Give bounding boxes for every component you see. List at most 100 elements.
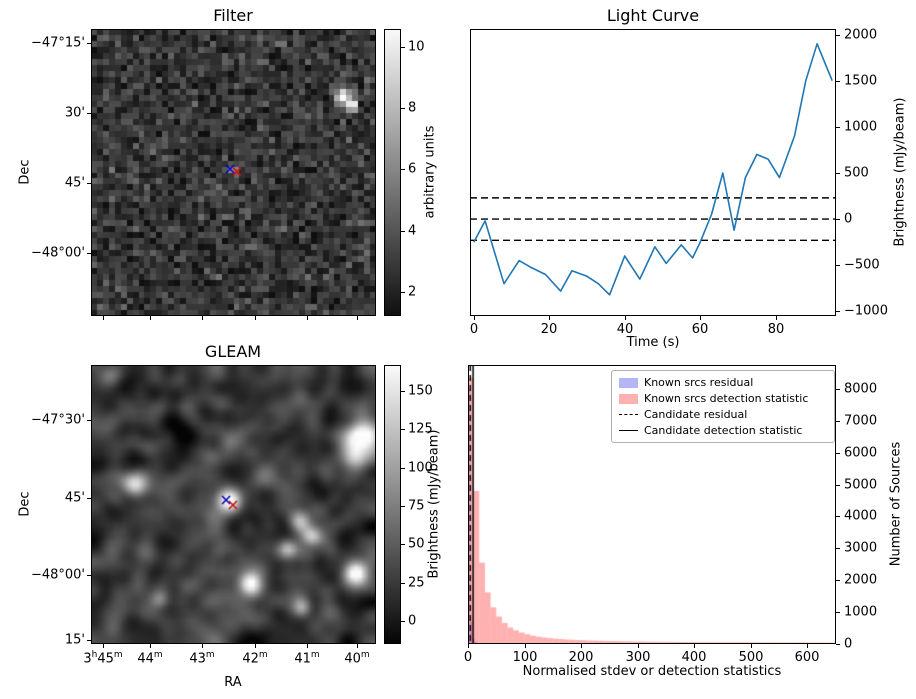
tick-label: 80 (767, 322, 785, 337)
tick-label: 2000 (844, 27, 878, 43)
gleam-colorbar (384, 365, 401, 644)
tick-label: 45' (64, 175, 85, 191)
tick-mark (150, 316, 151, 320)
tick-mark (468, 644, 469, 648)
legend-entry: Candidate residual (619, 408, 827, 421)
tick-mark (87, 183, 91, 184)
tick-label: 7000 (844, 413, 878, 429)
tick-label: 0 (463, 650, 473, 665)
tick-mark (307, 316, 308, 320)
legend-entry: Known srcs residual (619, 376, 827, 389)
tick-label: −1000 (844, 303, 888, 319)
tick-mark (836, 612, 840, 613)
tick-mark (202, 316, 203, 320)
tick-label: 100 (512, 650, 538, 665)
tick-label: 0 (844, 211, 853, 227)
tick-mark (401, 583, 405, 584)
legend-label: Known srcs detection statistic (644, 392, 809, 405)
tick-label: 1000 (844, 604, 878, 620)
tick-mark (87, 640, 91, 641)
tick-mark (401, 621, 405, 622)
tick-mark (357, 316, 358, 320)
tick-mark (401, 468, 405, 469)
tick-label: 1000 (844, 119, 878, 135)
tick-mark (474, 316, 475, 320)
tick-mark (638, 644, 639, 648)
patch-swatch (619, 393, 638, 404)
tick-mark (836, 421, 840, 422)
tick-label: 40 (616, 322, 634, 337)
tick-mark (836, 453, 840, 454)
tick-mark (401, 292, 405, 293)
tick-label: 3h45m (83, 650, 123, 667)
tick-mark (401, 47, 405, 48)
tick-label: 0 (844, 636, 853, 652)
tick-label: 8000 (844, 381, 878, 397)
tick-mark (401, 429, 405, 430)
tick-mark (581, 644, 582, 648)
tick-label: 2000 (844, 572, 878, 588)
tick-mark (836, 516, 840, 517)
tick-mark (836, 580, 840, 581)
tick-mark (836, 127, 840, 128)
tick-mark (836, 644, 840, 645)
tick-label: 20 (540, 322, 558, 337)
tick-label: 44m (137, 650, 163, 667)
tick-mark (150, 644, 151, 648)
tick-label: 40m (344, 650, 370, 667)
tick-label: 75 (408, 498, 425, 514)
tick-label: 500 (844, 165, 869, 181)
filter-colorbar (384, 29, 401, 316)
tick-label: 41m (294, 650, 320, 667)
tick-label: 0 (408, 613, 417, 629)
tick-label: 25 (408, 575, 425, 591)
tick-mark (307, 644, 308, 648)
tick-label: 150 (408, 383, 433, 399)
tick-mark (836, 81, 840, 82)
tick-label: −48°00' (30, 245, 85, 261)
tick-mark (836, 311, 840, 312)
tick-mark (807, 644, 808, 648)
tick-mark (549, 316, 550, 320)
tick-label: 10 (408, 39, 425, 55)
tick-mark (255, 316, 256, 320)
tick-label: 4000 (844, 508, 878, 524)
tick-label: −47°15' (30, 35, 85, 51)
tick-label: 60 (691, 322, 709, 337)
tick-label: 2 (408, 284, 417, 300)
tick-mark (836, 389, 840, 390)
tick-mark (836, 548, 840, 549)
filter-colorbar-label: arbitrary units (422, 125, 438, 219)
tick-label: 5000 (844, 477, 878, 493)
tick-mark (836, 265, 840, 266)
histogram-sources-axis-label: Number of Sources (888, 441, 904, 567)
tick-mark (836, 485, 840, 486)
tick-mark (401, 231, 405, 232)
gleam-title: GLEAM (204, 342, 262, 361)
tick-mark (401, 169, 405, 170)
filter-title: Filter (213, 6, 253, 25)
tick-label: 45' (64, 490, 85, 506)
dashed-line-swatch (619, 414, 638, 415)
tick-label: 600 (794, 650, 820, 665)
tick-label: −48°00' (30, 567, 85, 583)
tick-label: 6000 (844, 445, 878, 461)
tick-label: 4 (408, 223, 417, 239)
tick-mark (87, 498, 91, 499)
lightcurve-time-axis-label: Time (s) (626, 335, 680, 350)
tick-mark (625, 316, 626, 320)
histogram-legend: Known srcs residual Known srcs detection … (611, 370, 835, 443)
tick-mark (103, 644, 104, 648)
tick-mark (202, 644, 203, 648)
tick-label: 15' (64, 632, 85, 648)
tick-mark (103, 316, 104, 320)
tick-label: 400 (681, 650, 707, 665)
tick-label: 50 (408, 536, 425, 552)
tick-mark (401, 544, 405, 545)
lightcurve-brightness-axis-label: Brightness (mJy/beam) (892, 97, 908, 247)
tick-mark (776, 316, 777, 320)
lightcurve-plot (470, 43, 836, 296)
histogram-stat-axis-label: Normalised stdev or detection statistics (522, 664, 782, 679)
tick-label: 100 (408, 460, 433, 476)
tick-label: 0 (469, 322, 479, 337)
